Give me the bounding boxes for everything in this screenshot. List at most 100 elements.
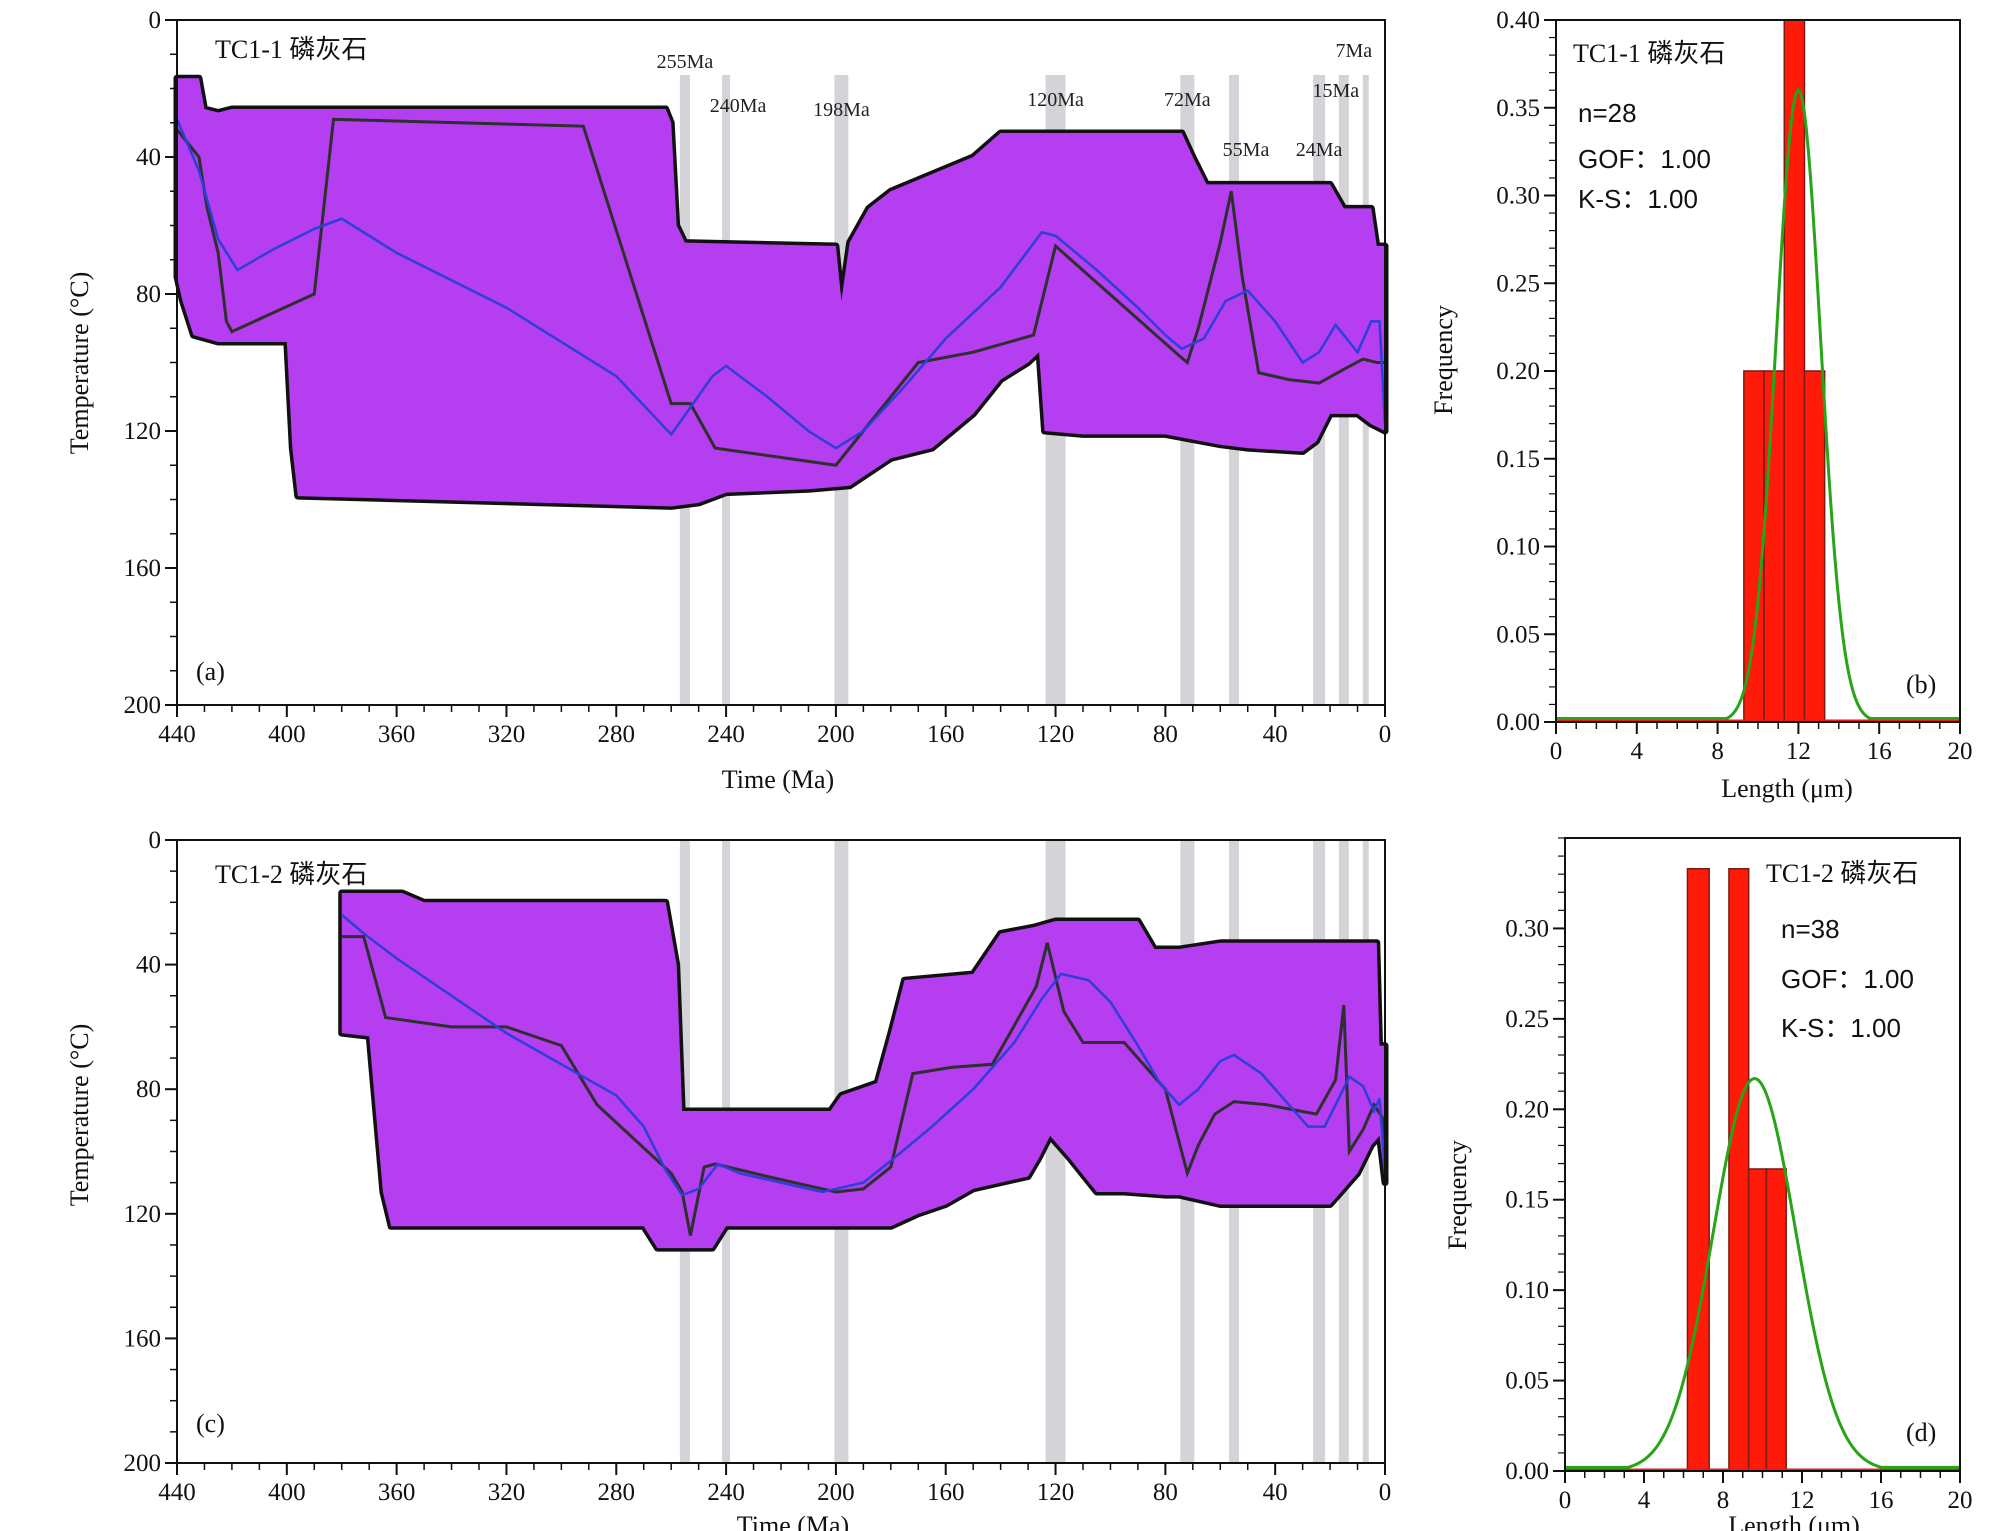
y-tick-label: 80 — [136, 281, 161, 308]
histogram-bar — [1686, 867, 1710, 1472]
panel-b-ks: K-S：1.00 — [1578, 184, 1698, 214]
histogram-bars-b — [1556, 19, 1960, 723]
x-tick-label: 0 — [1379, 721, 1392, 748]
x-tick-label: 40 — [1263, 1479, 1288, 1506]
y-tick-label: 0.20 — [1496, 358, 1540, 385]
event-band-label-7ma: 7Ma — [1335, 40, 1372, 62]
x-tick-label: 0 — [1559, 1487, 1572, 1514]
paths-a — [175, 117, 1387, 467]
panel-c-thermal-history: 440 400 360 320 280 240 200 160 120 80 40 004080120… — [65, 827, 1391, 1531]
x-tick-label: 200 — [817, 1479, 855, 1506]
event-band-label-255ma: 255Ma — [657, 51, 714, 73]
y-tick-label: 0 — [149, 827, 162, 854]
y-tick-label: 40 — [136, 952, 161, 979]
x-tick-label: 320 — [488, 721, 526, 748]
y-tick-label: 120 — [124, 1201, 162, 1228]
y-tick-label: 0.05 — [1505, 1368, 1549, 1395]
envelope-a — [173, 74, 1389, 510]
x-tick-label: 80 — [1153, 1479, 1178, 1506]
panel-d-ks: K-S：1.00 — [1781, 1013, 1901, 1043]
histogram-bars-d — [1565, 867, 1960, 1472]
fit-curve-b — [1556, 87, 1960, 720]
x-tick-label: 400 — [268, 1479, 306, 1506]
panel-b-n: n=28 — [1578, 98, 1637, 128]
axes-a: 440 400 360 320 280 240 200 160 120 80 40 004080120… — [124, 7, 1392, 748]
panel-a-thermal-history: 440 400 360 320 280 240 200 160 120 80 40 004080120… — [65, 7, 1391, 794]
histogram-bar — [1803, 370, 1826, 723]
good-fit-envelope — [341, 892, 1385, 1249]
panel-c-title: TC1-2 磷灰石 — [215, 860, 367, 889]
y-tick-label: 200 — [124, 1450, 162, 1477]
x-tick-label: 120 — [1037, 1479, 1075, 1506]
y-tick-label: 0.30 — [1496, 183, 1540, 210]
panel-b-xlabel: Length (μm) — [1721, 774, 1853, 803]
best-fit-path — [341, 935, 1387, 1236]
y-tick-label: 160 — [124, 555, 162, 582]
y-tick-label: 0.30 — [1505, 915, 1549, 942]
panel-c-ylabel: Temperature (°C) — [65, 1024, 94, 1207]
panel-a-title: TC1-1 磷灰石 — [215, 35, 367, 64]
y-tick-label: 0.40 — [1496, 7, 1540, 34]
x-tick-label: 280 — [598, 721, 636, 748]
x-tick-label: 360 — [378, 1479, 416, 1506]
x-tick-label: 320 — [488, 1479, 526, 1506]
axes-c: 440 400 360 320 280 240 200 160 120 80 40 004080120… — [124, 827, 1392, 1506]
histogram-bar — [1747, 1168, 1768, 1472]
x-tick-label: 80 — [1153, 721, 1178, 748]
x-tick-label: 4 — [1638, 1487, 1651, 1514]
x-tick-label: 440 — [158, 721, 196, 748]
x-tick-label: 280 — [598, 1479, 636, 1506]
histogram-bar — [1763, 370, 1786, 723]
panel-d-gof: GOF：1.00 — [1781, 964, 1914, 994]
x-tick-label: 4 — [1631, 738, 1644, 765]
panel-d-n: n=38 — [1781, 914, 1840, 944]
panel-a-xlabel: Time (Ma) — [722, 765, 834, 794]
event-band-label-15ma: 15Ma — [1312, 80, 1359, 102]
panel-b-gof: GOF：1.00 — [1578, 144, 1711, 174]
x-tick-label: 120 — [1037, 721, 1075, 748]
x-tick-label: 12 — [1786, 738, 1811, 765]
panel-d-xlabel: Length (μm) — [1728, 1511, 1860, 1531]
panel-d-length-histogram: 0 4 8 12 16 20 0.00 0.05 0.10 0.15 0.20 0.25 0.30 TC… — [1443, 837, 1973, 1531]
x-tick-label: 440 — [158, 1479, 196, 1506]
event-band-label-240ma: 240Ma — [710, 95, 767, 117]
x-tick-label: 12 — [1790, 1487, 1815, 1514]
y-tick-label: 80 — [136, 1076, 161, 1103]
event-band-label-24ma: 24Ma — [1296, 139, 1343, 161]
panel-b-title: TC1-1 磷灰石 — [1573, 39, 1725, 68]
y-tick-label: 0.25 — [1496, 270, 1540, 297]
good-fit-envelope — [177, 78, 1385, 507]
y-tick-label: 0.25 — [1505, 1006, 1549, 1033]
weighted-mean-path — [175, 118, 1387, 450]
panel-d-letter: (d) — [1906, 1418, 1936, 1447]
histogram-bar — [1743, 370, 1765, 723]
x-tick-label: 240 — [707, 1479, 745, 1506]
y-tick-label: 0.15 — [1505, 1187, 1549, 1214]
event-band-label-72ma: 72Ma — [1164, 89, 1211, 111]
y-tick-label: 200 — [124, 692, 162, 719]
x-tick-label: 160 — [927, 1479, 965, 1506]
x-tick-label: 16 — [1867, 738, 1892, 765]
y-tick-label: 120 — [124, 418, 162, 445]
paths-c — [340, 913, 1387, 1236]
y-tick-label: 160 — [124, 1325, 162, 1352]
x-tick-label: 8 — [1711, 738, 1724, 765]
y-tick-label: 0 — [149, 7, 162, 34]
x-tick-label: 400 — [268, 721, 306, 748]
x-tick-label: 40 — [1263, 721, 1288, 748]
x-tick-label: 0 — [1379, 1479, 1392, 1506]
histogram-bar — [1728, 867, 1750, 1472]
weighted-mean-path — [340, 913, 1387, 1197]
panel-b-ylabel: Frequency — [1429, 305, 1458, 415]
y-tick-label: 0.35 — [1496, 95, 1540, 122]
y-tick-label: 0.10 — [1505, 1277, 1549, 1304]
x-tick-label: 0 — [1550, 738, 1563, 765]
event-band-labels-a: 255Ma 240Ma 198Ma 120Ma 72Ma 55Ma 24Ma 15Ma 7Ma — [657, 40, 1373, 161]
y-tick-label: 0.05 — [1496, 621, 1540, 648]
histogram-bar — [1765, 1168, 1787, 1472]
x-tick-label: 20 — [1948, 738, 1973, 765]
panel-b-letter: (b) — [1906, 670, 1936, 699]
axes-b: 0 4 8 12 16 20 0.00 0.05 0.10 0.15 0.20 0.25 0.30 0.3… — [1496, 7, 1972, 765]
event-band-label-198ma: 198Ma — [813, 99, 870, 121]
